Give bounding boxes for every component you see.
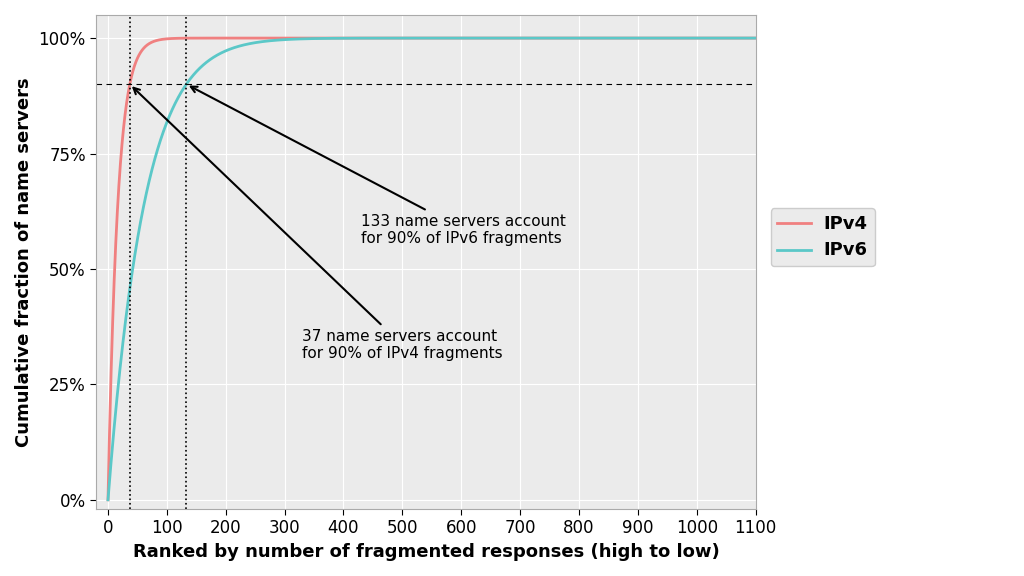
IPv4 — [101, 497, 114, 503]
Legend: IPv4, IPv6: IPv4, IPv6 — [770, 209, 874, 266]
Text: 37 name servers account
for 90% of IPv4 fragments: 37 name servers account for 90% of IPv4 … — [133, 88, 503, 361]
IPv6 — [490, 35, 503, 41]
IPv6 — [101, 497, 114, 503]
IPv4 — [375, 35, 387, 41]
X-axis label: Ranked by number of fragmented responses (high to low): Ranked by number of fragmented responses… — [132, 543, 719, 561]
IPv4 — [219, 35, 231, 41]
Text: 133 name servers account
for 90% of IPv6 fragments: 133 name servers account for 90% of IPv6… — [190, 86, 566, 246]
IPv6 — [634, 35, 646, 41]
IPv6 — [663, 35, 675, 41]
IPv4 — [490, 35, 503, 41]
IPv4 — [349, 35, 361, 41]
IPv4 — [750, 35, 762, 41]
IPv4 — [585, 35, 597, 41]
Y-axis label: Cumulative fraction of name servers: Cumulative fraction of name servers — [15, 77, 33, 447]
IPv6 — [585, 35, 597, 41]
IPv6 — [523, 35, 536, 41]
IPv6 — [750, 35, 762, 41]
IPv4 — [635, 35, 647, 41]
Line: IPv4: IPv4 — [108, 38, 756, 500]
IPv6 — [219, 47, 231, 54]
Line: IPv6: IPv6 — [108, 38, 756, 500]
IPv6 — [349, 35, 361, 41]
IPv4 — [523, 35, 536, 41]
